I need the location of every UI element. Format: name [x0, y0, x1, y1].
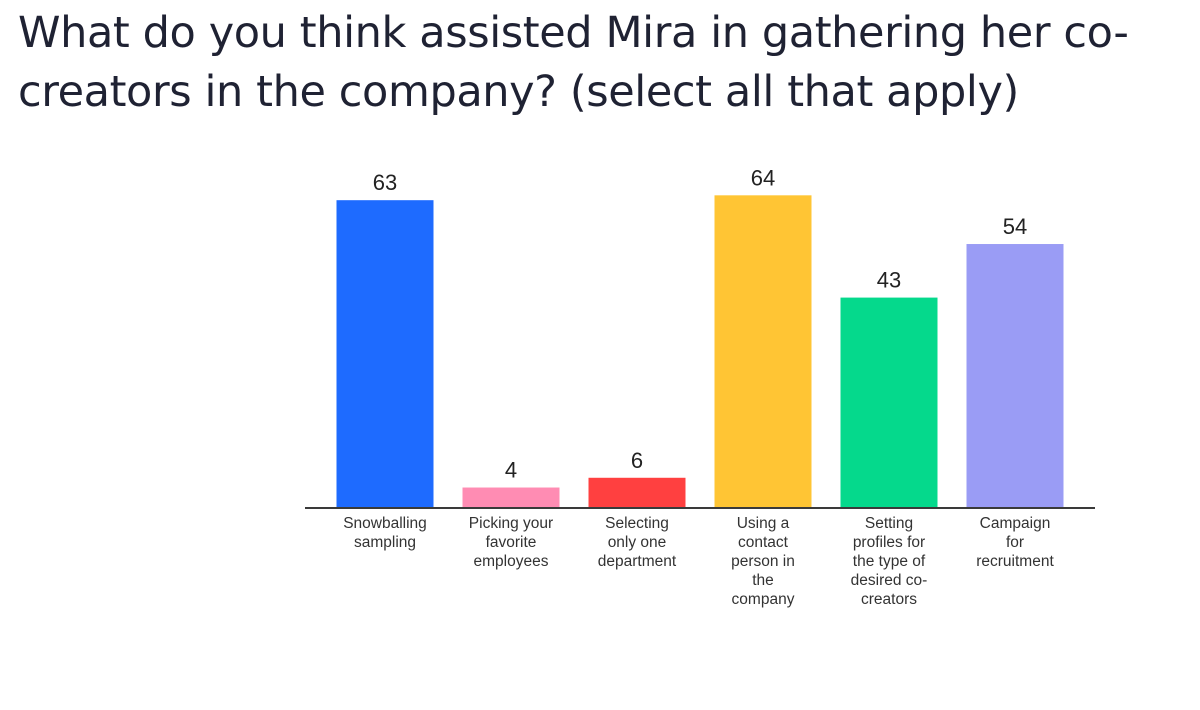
- bar-1: [462, 487, 560, 507]
- bar-5: [966, 244, 1064, 507]
- category-label-line: profiles for: [853, 534, 925, 551]
- question-title: What do you think assisted Mira in gathe…: [18, 8, 1129, 117]
- category-label-5: Campaign for recruitment: [976, 515, 1054, 570]
- value-label-2: 6: [631, 448, 643, 473]
- category-label-line: Picking your: [469, 515, 553, 532]
- category-label-line: department: [598, 553, 677, 570]
- value-label-4: 43: [877, 268, 901, 293]
- category-label-line: only one: [608, 534, 667, 551]
- category-label-line: Selecting: [605, 515, 669, 532]
- category-label-0: Snowballing sampling: [343, 515, 427, 551]
- category-label-line: Campaign: [980, 515, 1051, 532]
- category-label-line: sampling: [354, 534, 416, 551]
- category-label-line: Using a: [737, 515, 790, 532]
- value-label-3: 64: [751, 165, 775, 190]
- category-label-4: Setting profiles for the type of desired co…: [851, 515, 928, 608]
- value-label-0: 63: [373, 170, 397, 195]
- value-label-5: 54: [1003, 214, 1027, 239]
- category-label-3: Using a contact person in the company: [731, 515, 795, 608]
- category-label-line: for: [1006, 534, 1024, 551]
- category-label-line: Setting: [865, 515, 913, 532]
- category-label-line: creators: [861, 591, 917, 608]
- category-label-2: Selecting only one department: [598, 515, 677, 570]
- category-label-line: contact: [738, 534, 789, 551]
- category-label-line: the: [752, 572, 774, 589]
- bar-3: [714, 195, 812, 507]
- category-label-line: the type of: [853, 553, 926, 570]
- category-label-1: Picking your favorite employees: [469, 515, 553, 570]
- bar-0: [336, 200, 434, 507]
- category-label-line: recruitment: [976, 553, 1054, 570]
- category-label-line: favorite: [486, 534, 537, 551]
- category-labels-group: Snowballing sampling Picking your favorite e…: [343, 515, 1054, 608]
- category-label-line: employees: [474, 553, 549, 570]
- category-label-line: company: [732, 591, 795, 608]
- category-label-line: desired co-: [851, 572, 928, 589]
- category-label-line: Snowballing: [343, 515, 427, 532]
- category-label-line: person in: [731, 553, 795, 570]
- bar-4: [840, 297, 938, 507]
- bars-group: [336, 195, 1064, 507]
- bar-2: [588, 477, 686, 507]
- value-label-1: 4: [505, 458, 517, 483]
- value-labels-group: 63 4 6 64 43 54: [373, 165, 1027, 482]
